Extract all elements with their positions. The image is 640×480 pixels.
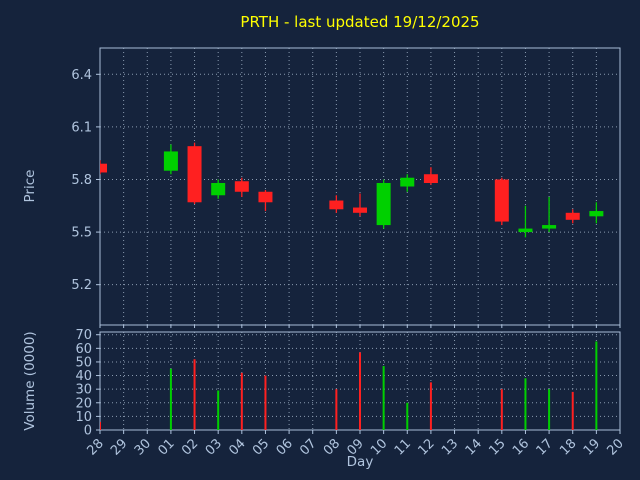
volume-tick-label: 20: [75, 396, 92, 411]
candle-body: [187, 146, 202, 203]
volume-tick-label: 10: [75, 410, 92, 425]
candle-body: [565, 212, 580, 220]
candle: [423, 167, 438, 185]
candle-body: [258, 191, 273, 203]
candle: [187, 142, 202, 205]
candle-body: [100, 163, 107, 173]
candle-body: [353, 207, 367, 213]
candle: [100, 160, 107, 175]
candle-body: [494, 179, 509, 222]
candles-layer: [100, 142, 604, 238]
candle-body: [163, 151, 178, 171]
candle: [258, 190, 273, 212]
candle: [589, 202, 604, 224]
candle-body: [376, 182, 391, 226]
tick-marks: [96, 73, 621, 434]
price-tick-label: 5.5: [71, 226, 92, 241]
candle: [234, 177, 249, 198]
day-axis-label: Day: [347, 454, 374, 470]
candle: [494, 177, 509, 226]
candle: [163, 144, 178, 175]
volume-tick-label: 50: [75, 355, 92, 370]
price-tick-label: 5.2: [71, 278, 92, 293]
candle-body: [211, 182, 226, 196]
candle: [211, 179, 226, 199]
price-tick-label: 6.4: [71, 68, 92, 83]
candle-body: [542, 225, 557, 229]
price-tick-label: 6.1: [71, 120, 92, 135]
candle: [376, 179, 391, 229]
chart-title: PRTH - last updated 19/12/2025: [240, 13, 479, 31]
candle-body: [589, 211, 604, 217]
candle: [565, 209, 580, 224]
candle: [518, 205, 533, 238]
volume-tick-label: 60: [75, 342, 92, 357]
candle-body: [400, 177, 415, 187]
candle-body: [518, 228, 533, 233]
candle-body: [423, 174, 438, 183]
candle-body: [234, 181, 249, 192]
candle: [353, 193, 367, 217]
volume-bars-layer: [100, 341, 598, 430]
candle: [400, 174, 415, 192]
price-axis-label: Price: [22, 170, 38, 203]
candle: [542, 197, 557, 233]
price-tick-label: 5.8: [71, 173, 92, 188]
volume-axis-label: Volume (0000): [22, 331, 38, 430]
volume-tick-label: 40: [75, 369, 92, 384]
candle: [329, 195, 344, 213]
volume-tick-label: 0: [84, 424, 92, 439]
volume-tick-label: 70: [75, 328, 92, 343]
volume-tick-label: 30: [75, 383, 92, 398]
candle-body: [329, 200, 344, 210]
